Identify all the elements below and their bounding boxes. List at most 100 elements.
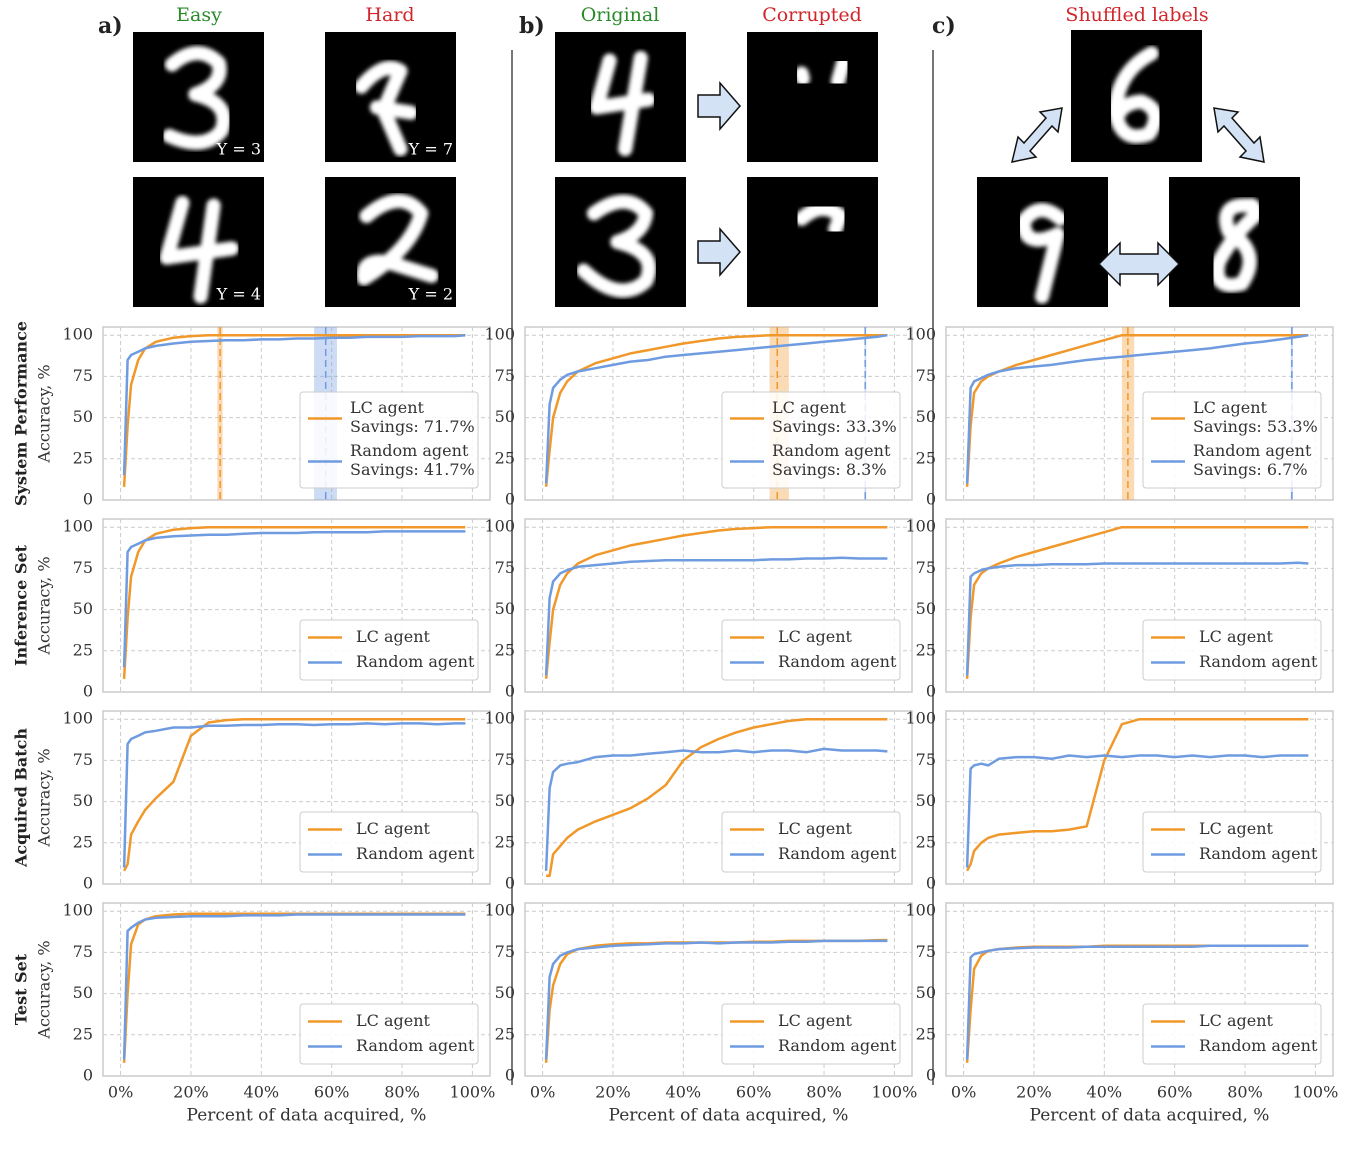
x-tick-label: 60% [314,1083,350,1102]
legend-box [299,811,479,873]
legend-note: Savings: 6.7% [1193,460,1308,479]
series-line [965,561,1309,676]
x-tick-label: 80% [1227,1083,1263,1102]
y-tick-label: 50 [73,407,93,426]
y-tick-label: 100 [62,901,93,920]
legend: LC agent Random agent [721,619,901,681]
digit-image [747,32,878,162]
y-tick-label: 25 [73,448,93,467]
legend: LC agent Random agent [299,619,479,681]
digit-image [325,177,456,307]
series-line [122,333,466,487]
y-tick-label: 25 [916,448,936,467]
legend-label: LC agent [778,627,853,646]
y-tick-label: 100 [484,901,515,920]
y-tick-label: 75 [495,750,515,769]
image-label: Y = 3 [216,140,261,159]
x-tick-label: 20% [595,1083,631,1102]
x-tick-label: 0% [530,1083,555,1102]
legend: LC agent Random agent [1142,1003,1322,1065]
legend-box [1142,811,1322,873]
header: Shuffled labels [1065,4,1208,26]
x-tick-label: 80% [806,1083,842,1102]
x-tick-label: 60% [736,1083,772,1102]
header: Corrupted [762,4,862,26]
x-tick-label: 20% [1016,1083,1052,1102]
y-tick-label: 25 [916,1024,936,1043]
legend-box [299,1003,479,1065]
y-axis-label: Accuracy, % [35,556,54,655]
panel-label: b) [519,13,545,39]
legend-label: LC agent [778,1011,853,1030]
y-axis-label: Accuracy, % [35,364,54,463]
y-tick-label: 50 [916,983,936,1002]
legend-label: LC agent [356,627,431,646]
y-tick-label: 0 [83,874,93,893]
y-tick-label: 50 [73,599,93,618]
legend-label: Random agent [1193,441,1312,460]
row-title: Test Set [12,953,31,1025]
y-tick-label: 50 [916,407,936,426]
arrow [1213,107,1265,163]
legend-label: Random agent [772,441,891,460]
y-tick-label: 0 [505,682,515,701]
y-tick-label: 25 [495,640,515,659]
series-line [122,717,466,872]
row-title: System Performance [12,321,31,506]
legend-label: Random agent [356,652,475,671]
y-tick-label: 50 [916,599,936,618]
series-line [122,722,466,868]
y-tick-label: 0 [83,1066,93,1085]
legend-note: Savings: 71.7% [350,417,475,436]
series-line [965,944,1309,1060]
series-line [122,530,466,668]
digit-image [747,177,878,307]
y-tick-label: 100 [905,517,936,536]
arrow [1010,107,1063,163]
y-tick-label: 50 [73,791,93,810]
legend-label: Random agent [778,844,897,863]
y-tick-label: 0 [926,1066,936,1085]
digit-image [555,32,686,162]
x-tick-label: 40% [1087,1083,1123,1102]
y-tick-label: 25 [916,832,936,851]
digit-image [555,177,686,307]
savings-band [1121,327,1135,500]
x-tick-label: 40% [666,1083,702,1102]
image-label: Y = 4 [216,285,261,304]
y-tick-label: 0 [926,874,936,893]
legend-box [1142,619,1322,681]
y-tick-label: 50 [73,983,93,1002]
series-line [122,913,466,1060]
legend-box [721,1003,901,1065]
y-tick-label: 0 [926,490,936,509]
legend-label: Random agent [1199,652,1318,671]
x-tick-label: 20% [173,1083,209,1102]
x-tick-label: 60% [1157,1083,1193,1102]
legend-label: LC agent [1199,819,1274,838]
y-tick-label: 25 [73,1024,93,1043]
series-line [544,939,888,1060]
digit-image [1071,30,1202,162]
y-tick-label: 25 [73,640,93,659]
series-line [544,333,888,484]
legend-label: LC agent [1193,398,1268,417]
y-tick-label: 50 [916,791,936,810]
y-tick-label: 75 [916,942,936,961]
legend-label: Random agent [1199,844,1318,863]
x-tick-label: 80% [384,1083,420,1102]
legend-box [1142,1003,1322,1065]
legend-box [721,619,901,681]
x-tick-label: 0% [951,1083,976,1102]
y-tick-label: 75 [495,558,515,577]
y-tick-label: 100 [484,709,515,728]
arrow [697,226,741,278]
legend-label: LC agent [1199,627,1274,646]
y-axis-label: Accuracy, % [35,748,54,847]
x-tick-label: 0% [108,1083,133,1102]
y-tick-label: 25 [495,1024,515,1043]
legend-label: Random agent [778,1036,897,1055]
legend-label: Random agent [1199,1036,1318,1055]
